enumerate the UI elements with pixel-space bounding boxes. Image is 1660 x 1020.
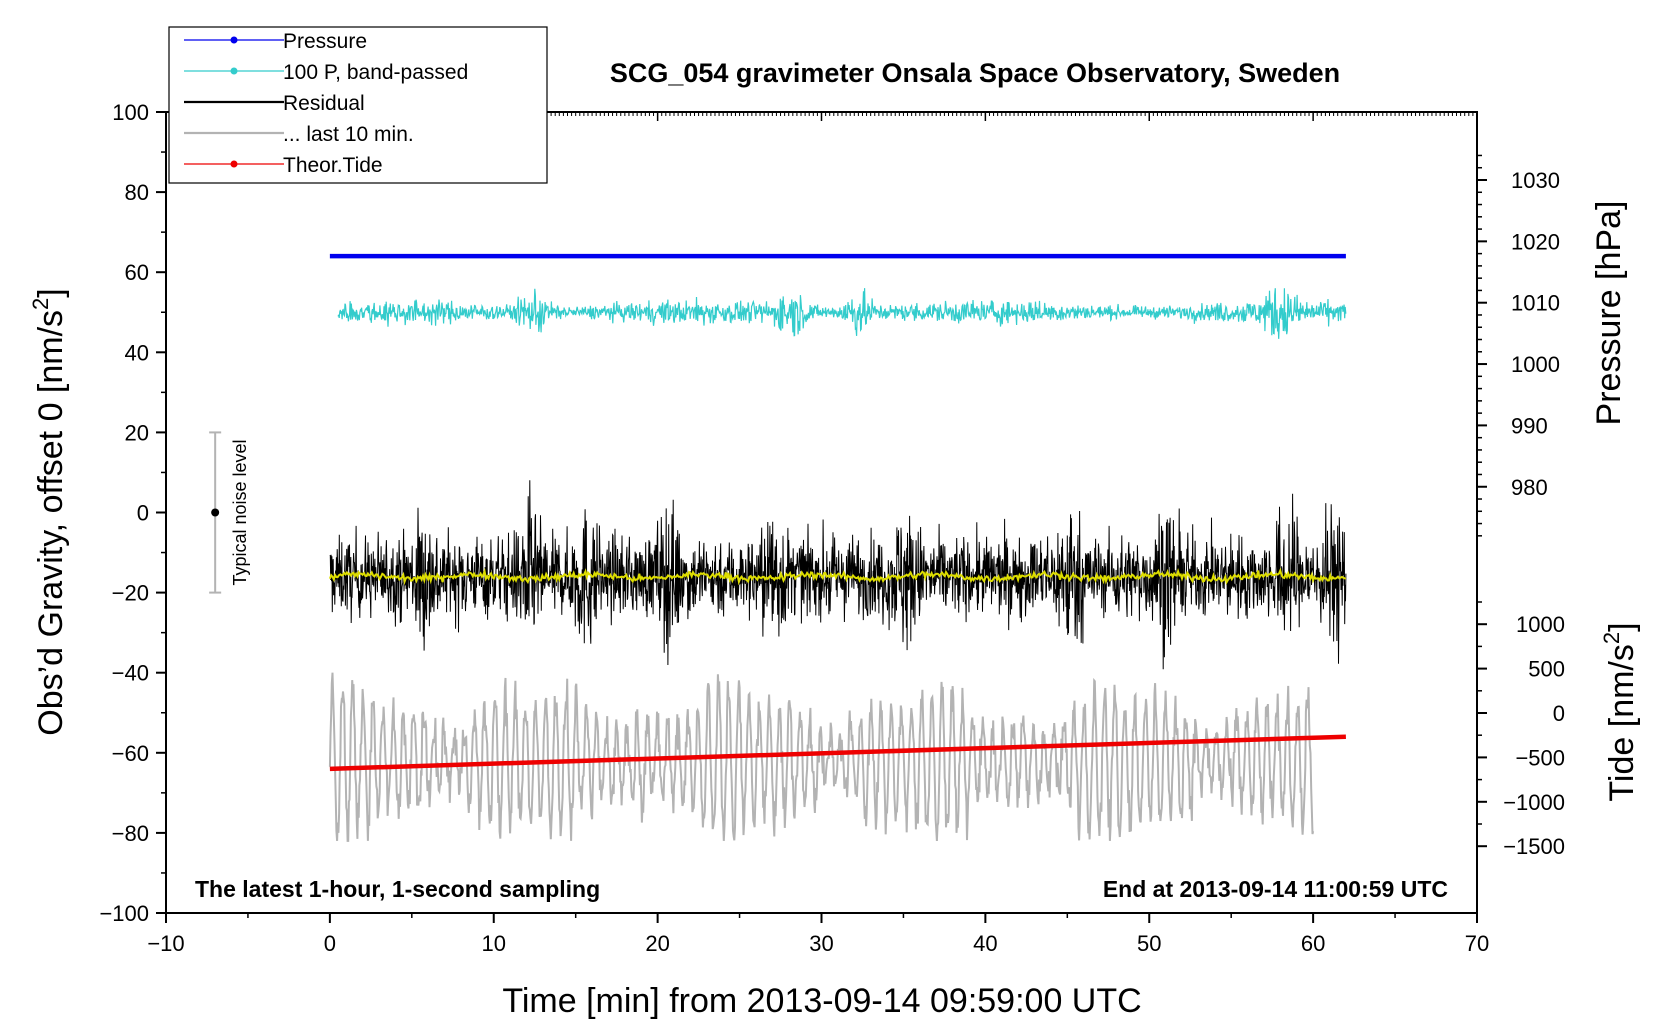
y-tick-label: 40 <box>125 340 149 365</box>
pressure-tick-label: 1000 <box>1511 352 1560 377</box>
noise-bar: Typical noise level <box>209 431 250 594</box>
tide-tick-label: 0 <box>1553 701 1565 726</box>
x-tick-label: 0 <box>324 931 336 956</box>
axes-layer: −10 0 10 20 30 40 50 60 70−100−80−60−40−20020406… <box>99 100 1565 956</box>
pressure-axis-title: Pressure [hPa] <box>1590 201 1628 426</box>
legend-marker-1 <box>230 36 238 44</box>
y-axis-title-left-superscript: 2 <box>28 298 53 310</box>
x-tick-label: 20 <box>645 931 669 956</box>
legend-label-3: Residual <box>283 92 365 115</box>
annotation-right: End at 2013-09-14 11:00:59 UTC <box>1103 876 1448 902</box>
legend-label-5: Theor.Tide <box>283 154 383 177</box>
x-tick-label: 40 <box>973 931 997 956</box>
tide-axis-title-unit: ] <box>1603 622 1641 631</box>
tide-axis-title-main: Tide [nm/s <box>1603 644 1641 801</box>
y-tick-label: 100 <box>112 100 149 125</box>
tide-tick-label: 500 <box>1528 657 1565 682</box>
x-tick-label: 10 <box>482 931 506 956</box>
legend-label-4: ... last 10 min. <box>283 123 414 146</box>
y-tick-label: 80 <box>125 180 149 205</box>
x-tick-label: 60 <box>1301 931 1325 956</box>
noise-bar-label: Typical noise level <box>230 439 250 585</box>
tide-axis-title-superscript: 2 <box>1599 632 1624 644</box>
legend-label-1: Pressure <box>283 30 367 53</box>
y-tick-label: 0 <box>137 501 149 526</box>
y-tick-label: 60 <box>125 260 149 285</box>
legend-marker-5 <box>230 160 238 168</box>
pressure-tick-label: 980 <box>1511 475 1548 500</box>
y-tick-label: −20 <box>112 581 149 606</box>
pressure-tick-label: 1030 <box>1511 168 1560 193</box>
x-tick-label: 30 <box>809 931 833 956</box>
x-tick-label: 70 <box>1465 931 1489 956</box>
y-tick-label: −100 <box>99 901 149 926</box>
legend-label-2: 100 P, band-passed <box>283 61 468 84</box>
tide-axis-title: Tide [nm/s2] <box>1599 622 1641 801</box>
y-tick-label: −80 <box>112 821 149 846</box>
tide-tick-label: 1000 <box>1516 612 1565 637</box>
y-axis-title-left-main: Obs’d Gravity, offset 0 [nm/s <box>32 310 70 736</box>
pressure-tick-label: 1020 <box>1511 229 1560 254</box>
y-axis-title-left: Obs’d Gravity, offset 0 [nm/s2] <box>28 288 70 735</box>
residual-smoothed-series-line <box>328 567 1347 586</box>
band-passed-series-line <box>337 288 1347 339</box>
y-tick-label: 20 <box>125 420 149 445</box>
y-tick-label: −40 <box>112 661 149 686</box>
noise-bar-center-dot <box>211 508 220 517</box>
legend: Pressure 100 P, band-passed Residual ... la… <box>168 26 548 184</box>
legend-box <box>168 26 548 184</box>
tide-tick-label: −1000 <box>1503 790 1565 815</box>
y-tick-label: −60 <box>112 741 149 766</box>
chart-title: SCG_054 gravimeter Onsala Space Observat… <box>610 58 1340 88</box>
x-axis-title: Time [min] from 2013-09-14 09:59:00 UTC <box>502 982 1141 1020</box>
pressure-tick-label: 990 <box>1511 413 1548 438</box>
tide-tick-label: −1500 <box>1503 834 1565 859</box>
x-tick-label: 50 <box>1137 931 1161 956</box>
legend-marker-2 <box>230 67 238 75</box>
last-10-min-series-line <box>328 672 1315 842</box>
x-tick-label: −10 <box>147 931 184 956</box>
theor-tide-series-line <box>329 734 1346 772</box>
tide-tick-label: −500 <box>1515 745 1565 770</box>
series-layer <box>328 253 1347 842</box>
pressure-tick-label: 1010 <box>1511 291 1560 316</box>
annotation-left: The latest 1-hour, 1-second sampling <box>195 876 600 902</box>
y-axis-title-left-unit: ] <box>32 288 70 297</box>
